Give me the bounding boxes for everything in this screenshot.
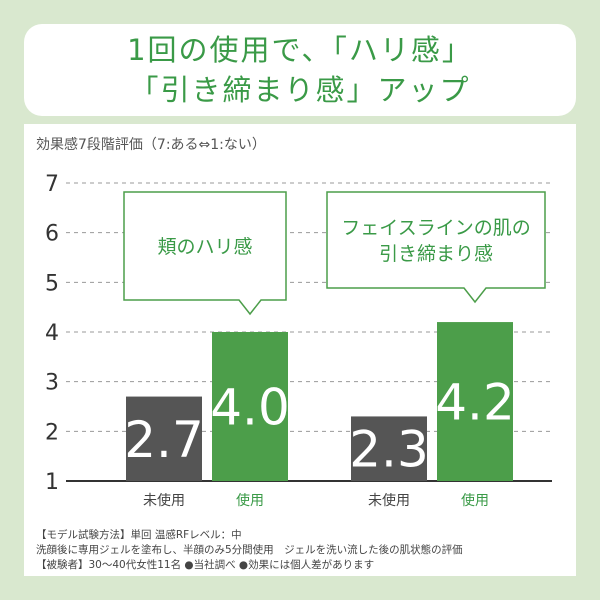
y-tick-label: 7	[45, 172, 59, 197]
bar-value-label: 4.2	[435, 374, 515, 432]
chart-title: 効果感7段階評価（7:ある⇔1:ない）	[36, 137, 266, 153]
x-category-label: 未使用	[368, 492, 410, 509]
y-tick-label: 4	[45, 321, 59, 346]
bar-used	[437, 322, 513, 481]
bar-unused	[351, 416, 427, 481]
x-category-label: 使用	[236, 492, 264, 509]
y-tick-label: 3	[45, 371, 59, 396]
bar-unused	[126, 396, 202, 481]
x-category-label: 使用	[461, 492, 489, 509]
footnote-method: 【モデル試験方法】単回 温感RFレベル：中	[36, 529, 242, 541]
bar-used	[212, 332, 288, 481]
callout-box	[326, 191, 546, 304]
bar-value-label: 4.0	[210, 379, 290, 437]
headline-banner: 1回の使用で、「ハリ感」 「引き締まり感」アップ	[24, 24, 576, 116]
headline-line-2: 「引き締まり感」アップ	[129, 73, 471, 107]
callout-box	[123, 191, 287, 316]
bar-value-label: 2.7	[124, 411, 204, 469]
y-tick-label: 1	[45, 470, 59, 495]
footnotes: 【モデル試験方法】単回 温感RFレベル：中 洗顔後に専用ジェルを塗布し、半顔のみ…	[36, 528, 463, 573]
chart-panel: 効果感7段階評価（7:ある⇔1:ない） 1 2 3 4 5 6 7 頬のハリ感 2.7 未使用 4.…	[24, 124, 576, 576]
headline-line-1: 1回の使用で、「ハリ感」	[127, 33, 473, 67]
footnote-procedure: 洗顔後に専用ジェルを塗布し、半顔のみ5分間使用 ジェルを洗い流した後の肌状態の評…	[36, 544, 463, 556]
y-tick-label: 5	[45, 271, 59, 296]
y-tick-label: 2	[45, 420, 59, 445]
bar-value-label: 2.3	[349, 421, 429, 479]
y-tick-label: 6	[45, 222, 59, 247]
callout-label: 頬のハリ感	[157, 236, 252, 258]
footnote-subjects: 【被験者】30～40代女性11名 ●当社調べ ●効果には個人差があります	[36, 559, 375, 571]
callout-label: フェイスラインの肌の	[341, 217, 530, 239]
x-category-label: 未使用	[143, 492, 185, 509]
callout-label: 引き締まり感	[379, 243, 493, 265]
